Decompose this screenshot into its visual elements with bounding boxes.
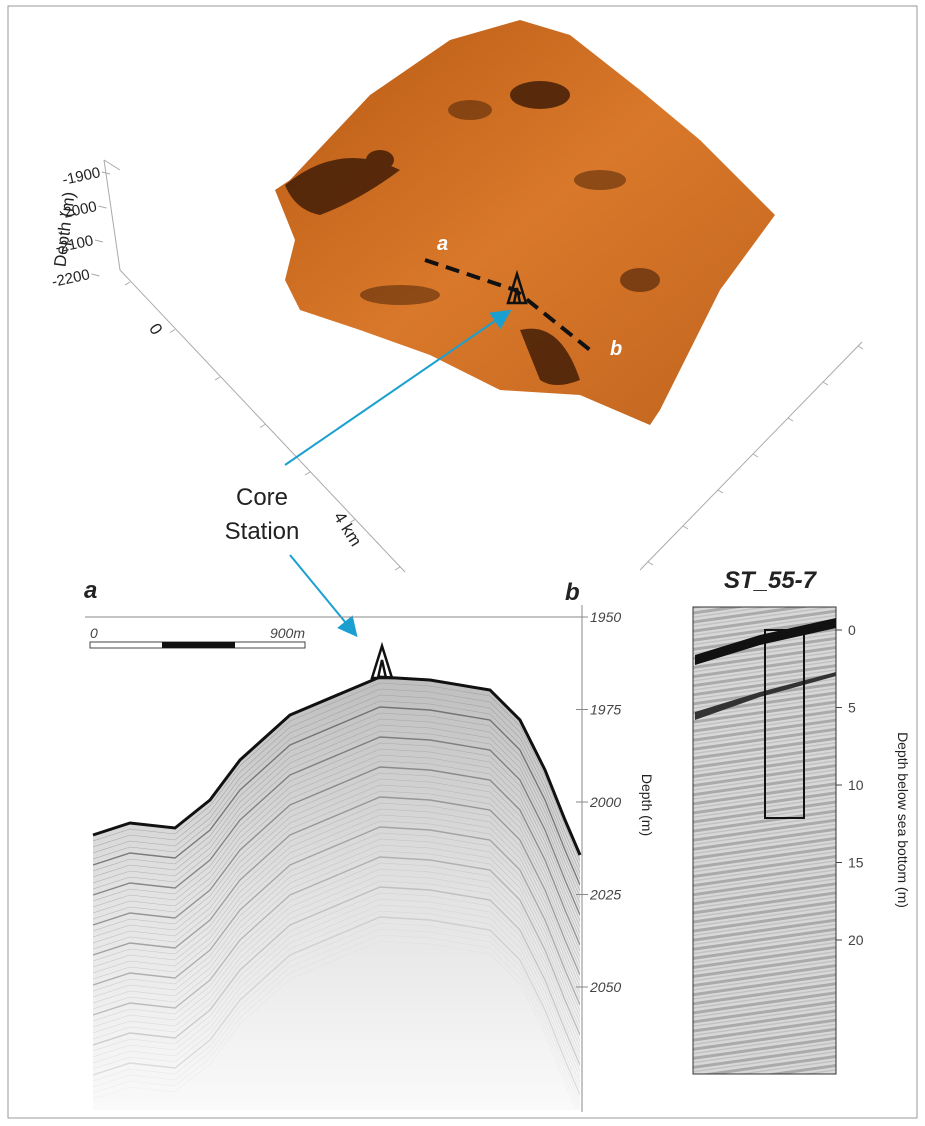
axis-tick bbox=[858, 346, 863, 349]
axis-tick bbox=[648, 562, 653, 565]
profile-axis-label: Depth (m) bbox=[639, 774, 655, 836]
tick-mark bbox=[99, 206, 107, 208]
tick-label: -2200 bbox=[50, 266, 91, 291]
tick-label: 0 bbox=[848, 622, 856, 638]
axis-tick bbox=[125, 282, 130, 285]
axis-tick bbox=[823, 382, 828, 385]
scale-start: 0 bbox=[90, 625, 98, 641]
map-axis-label: Depth (m) bbox=[51, 191, 79, 268]
core-axis-label: Depth below sea bottom (m) bbox=[895, 732, 911, 908]
map-label-b: b bbox=[610, 338, 622, 360]
tick-label: 2050 bbox=[589, 979, 621, 995]
axis-tick bbox=[718, 490, 723, 493]
axis-tick bbox=[305, 472, 310, 475]
core-title: ST_55-7 bbox=[724, 567, 818, 594]
tick-label: 10 bbox=[848, 777, 864, 793]
axis-tick bbox=[260, 425, 265, 428]
bathymetry-surface bbox=[275, 20, 775, 425]
scale-bar-segment bbox=[162, 642, 235, 648]
callout-text: Core bbox=[236, 484, 288, 511]
map-label-a: a bbox=[437, 233, 448, 255]
core-marker bbox=[372, 646, 392, 678]
tick-label: 2000 bbox=[589, 794, 621, 810]
tick-label: 5 bbox=[848, 700, 856, 716]
tick-label: 1975 bbox=[590, 702, 621, 718]
axis-tick bbox=[215, 377, 220, 380]
scale-end: 900m bbox=[270, 625, 305, 641]
tick-label: 4 km bbox=[330, 508, 366, 549]
tick-mark bbox=[95, 240, 103, 242]
callout-arrow bbox=[290, 555, 355, 634]
axis-tick bbox=[753, 454, 758, 457]
tick-label: 0 bbox=[145, 320, 166, 338]
seismic-section bbox=[93, 670, 580, 1119]
tick-label: 15 bbox=[848, 855, 864, 871]
tick-label: 1950 bbox=[590, 609, 621, 625]
profile-label-a: a bbox=[84, 577, 97, 604]
tick-label: -1900 bbox=[61, 164, 102, 189]
figure: -1900-2000-2100-220004 km Depth (m) a b … bbox=[0, 0, 925, 1126]
axis-tick bbox=[170, 330, 175, 333]
tick-mark bbox=[92, 274, 100, 276]
axis-tick bbox=[395, 567, 400, 570]
tick-label: 2025 bbox=[589, 887, 621, 903]
page: -1900-2000-2100-220004 km Depth (m) a b … bbox=[0, 0, 925, 1126]
callout-text: Station bbox=[225, 518, 300, 545]
axis-tick bbox=[683, 526, 688, 529]
axis-tick bbox=[788, 418, 793, 421]
tick-label: 20 bbox=[848, 932, 864, 948]
profile-label-b: b bbox=[565, 579, 580, 606]
